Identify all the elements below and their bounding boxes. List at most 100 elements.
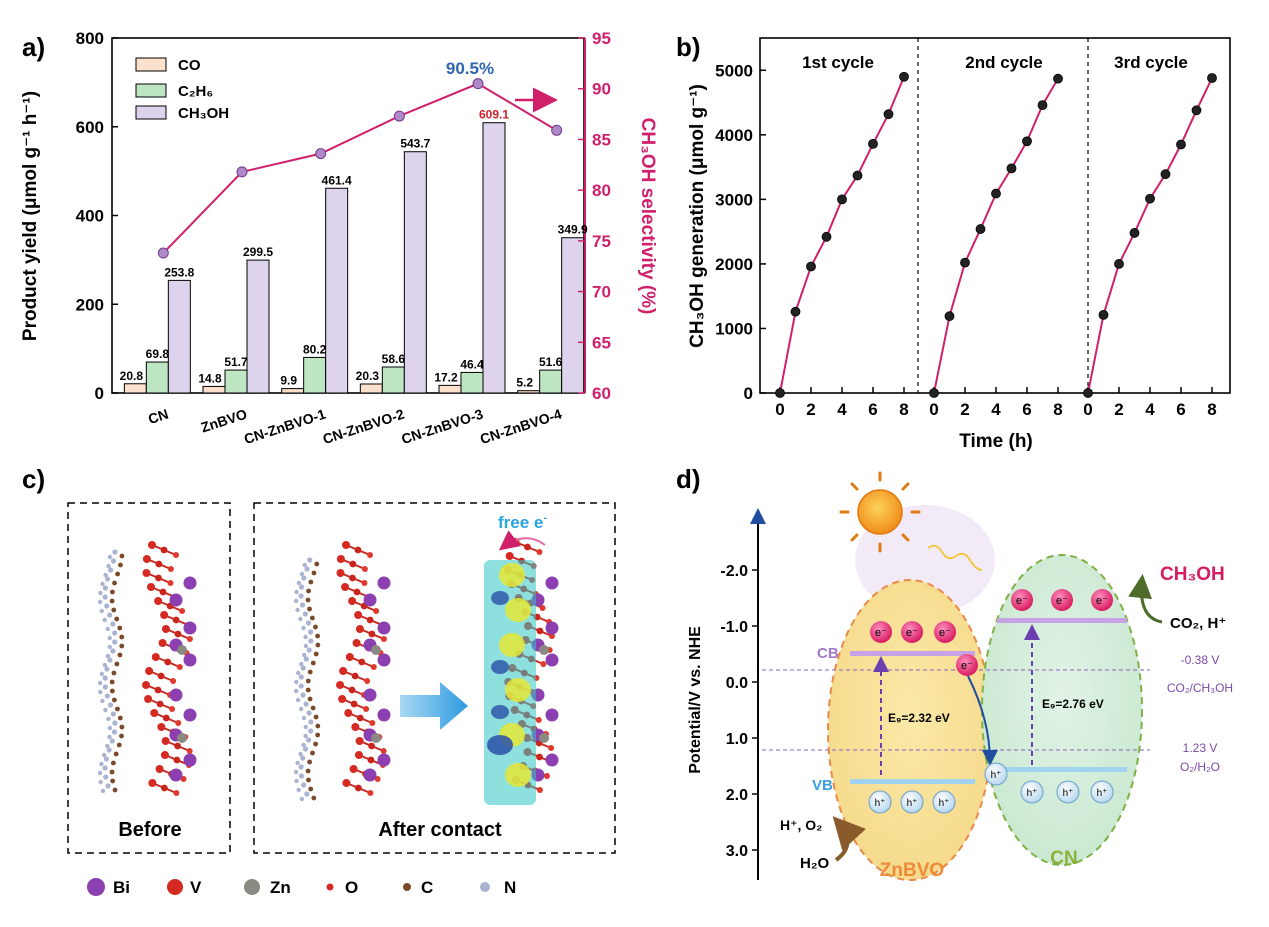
atom-n [303, 701, 309, 707]
atom-c [110, 760, 116, 766]
sun-icon [839, 471, 921, 553]
panel-d-label: d) [676, 464, 701, 494]
atom-n [97, 680, 103, 686]
atom-c [116, 742, 122, 748]
atom-v [352, 639, 361, 647]
co2-ch3oh-couple: CO₂/CH₃OH [1167, 681, 1233, 695]
atom-o [366, 616, 374, 624]
atom-o [363, 706, 370, 712]
selectivity-point [393, 110, 405, 122]
atom-n [99, 761, 104, 767]
atom-n [300, 692, 306, 698]
cycle-label-1: 1st cycle [802, 53, 874, 72]
atom-n [304, 791, 310, 797]
atom-n [300, 755, 306, 761]
atom-n [298, 616, 303, 622]
atom-n [298, 674, 304, 680]
atom-c [310, 750, 315, 756]
bar-co [517, 390, 541, 394]
potential-tick-label: -1.0 [720, 619, 748, 636]
bar-value-label: 17.2 [434, 370, 458, 384]
atom-zn [371, 645, 381, 655]
y-axis-tick-label: 0 [744, 384, 753, 403]
hole-label: h⁺ [1097, 788, 1108, 799]
atom-legend-c-marker [403, 883, 411, 891]
co2-ch3oh-value: -0.38 V [1181, 653, 1220, 667]
cycle-line [1087, 77, 1213, 394]
atom-o [368, 742, 376, 750]
atom-c [119, 553, 125, 559]
atom-n [104, 576, 111, 582]
bar-c2h6 [224, 369, 248, 394]
atom-v [158, 639, 167, 647]
atom-c [111, 607, 117, 613]
atom-n [304, 566, 310, 572]
x-axis-tick-label: 0 [929, 400, 938, 419]
atom-o [369, 720, 376, 726]
bar-value-label: 461.4 [322, 173, 352, 187]
legend-label-ch3oh: CH₃OH [178, 105, 229, 122]
panel-b-label: b) [676, 32, 701, 62]
atom-v [157, 723, 166, 731]
atom-o [536, 787, 543, 793]
atom-o [367, 756, 375, 764]
category-label: CN-ZnBVO-4 [478, 406, 564, 447]
bar-c2h6 [460, 371, 484, 394]
atom-c [119, 724, 125, 730]
panel-b-plot-frame [759, 37, 1231, 394]
atom-o [544, 773, 551, 779]
atom-v [505, 552, 514, 560]
atom-c [115, 706, 120, 712]
cycle-point [1083, 388, 1093, 398]
electron-label: e⁻ [906, 627, 918, 639]
atom-n [104, 666, 110, 672]
atom-n [110, 711, 116, 717]
atom-bi [363, 688, 377, 702]
atom-o [536, 549, 543, 555]
atom-c [315, 732, 321, 738]
atom-n [298, 764, 304, 770]
right-axis-tick-label: 80 [592, 181, 611, 200]
atom-n [112, 630, 118, 636]
atom-v [339, 667, 348, 675]
atom-n [308, 719, 314, 725]
atom-v [145, 667, 154, 675]
x-axis-tick-label: 4 [837, 400, 847, 419]
atom-v [354, 611, 363, 619]
atom-v [151, 653, 160, 661]
atom-n [296, 670, 301, 676]
right-axis-tick-label: 70 [592, 283, 611, 302]
atom-n [305, 620, 312, 626]
atom-n [106, 747, 112, 753]
atom-bi [183, 753, 197, 767]
atom-n [303, 724, 309, 730]
bar-co [202, 385, 226, 394]
atom-c [112, 787, 118, 793]
atom-o [548, 745, 555, 751]
atom-c [313, 741, 319, 747]
atom-v [355, 737, 364, 745]
atom-bi [169, 768, 183, 782]
x-axis-tick-label: 6 [1022, 400, 1031, 419]
cn-label: CN [1050, 848, 1077, 869]
x-axis-tick-label: 8 [899, 400, 908, 419]
panel-c-label: c) [22, 464, 45, 494]
atom-bi [377, 576, 391, 590]
atom-o [536, 627, 544, 635]
atom-n [303, 733, 308, 739]
atom-n [296, 580, 302, 586]
atom-o [356, 714, 364, 722]
atom-o [367, 552, 374, 558]
atom-o [160, 784, 168, 792]
atom-n [298, 773, 305, 779]
atom-o [548, 633, 555, 639]
electron-label: e⁻ [1096, 595, 1108, 607]
atom-legend: Bi V Zn O C N [87, 878, 516, 897]
hole [1090, 780, 1114, 804]
atom-o [351, 672, 359, 680]
atom-c [310, 660, 316, 666]
product-h-o2: H⁺, O₂ [780, 817, 822, 833]
atom-o [354, 784, 362, 792]
atom-n [298, 593, 304, 599]
atom-o [364, 678, 371, 684]
